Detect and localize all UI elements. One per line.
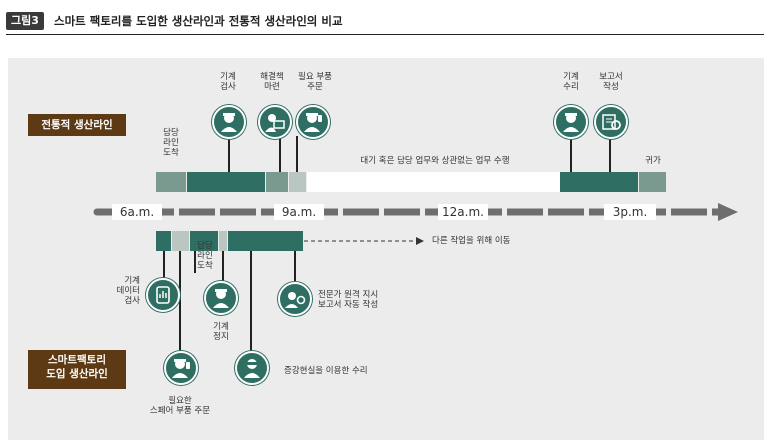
move-arrow bbox=[304, 237, 424, 245]
label-idle: 대기 혹은 담당 업무와 상관없는 업무 수행 bbox=[360, 156, 510, 166]
traditional-badge: 전통적 생산라인 bbox=[28, 114, 126, 136]
figure-header: 그림3 스마트 팩토리를 도입한 생산라인과 전통적 생산라인의 비교 bbox=[6, 10, 764, 35]
smart-gap-segment bbox=[172, 231, 189, 251]
worker-stop-icon bbox=[204, 281, 238, 315]
connector-stop bbox=[222, 251, 224, 281]
smart-badge-line1: 스마트팩토리 bbox=[48, 354, 106, 366]
label-report: 보고서 작성 bbox=[599, 72, 623, 92]
smart-stop-segment bbox=[219, 231, 227, 251]
label-repair: 기계 수리 bbox=[563, 72, 579, 92]
remote-expert-icon bbox=[278, 282, 312, 316]
smart-badge: 스마트팩토리 도입 생산라인 bbox=[28, 350, 126, 389]
worker-inspect-icon bbox=[212, 105, 246, 139]
time-6am: 6a.m. bbox=[112, 204, 162, 220]
worker-phone-icon bbox=[164, 351, 198, 385]
label-order-smart: 필요한 스페어 부품 주문 bbox=[149, 396, 211, 416]
worker-repair-icon bbox=[554, 105, 588, 139]
smart-arrive-segment bbox=[190, 231, 218, 251]
trad-work-segment bbox=[187, 172, 265, 192]
trad-solution-segment bbox=[266, 172, 288, 192]
time-3pm: 3p.m. bbox=[604, 204, 656, 220]
time-9am: 9a.m. bbox=[274, 204, 324, 220]
connector-solution bbox=[279, 136, 281, 172]
connector-inspect bbox=[228, 136, 230, 172]
label-arrive-traditional: 담당 라인 도착 bbox=[163, 128, 179, 158]
label-data-check: 기계 데이터 검사 bbox=[116, 276, 140, 306]
label-order: 필요 부품 주문 bbox=[298, 72, 332, 92]
smart-data-segment bbox=[156, 231, 171, 251]
worker-laptop-icon bbox=[258, 105, 292, 139]
figure-title: 스마트 팩토리를 도입한 생산라인과 전통적 생산라인의 비교 bbox=[54, 14, 343, 28]
traditional-badge-text: 전통적 생산라인 bbox=[41, 119, 113, 131]
label-move: 다른 작업을 위해 이동 bbox=[432, 236, 511, 246]
connector-data-check bbox=[163, 251, 165, 281]
trad-arrive-segment bbox=[156, 172, 186, 192]
smart-badge-line2: 도입 생산라인 bbox=[46, 368, 108, 380]
connector-arrive-smart bbox=[194, 251, 196, 273]
connector-order-smart bbox=[179, 251, 181, 351]
figure-label: 그림3 bbox=[6, 12, 44, 30]
label-stop: 기계 정지 bbox=[213, 322, 229, 342]
connector-ar-repair bbox=[250, 251, 252, 351]
connector-order bbox=[296, 136, 298, 172]
label-arrive-smart: 담당 라인 도착 bbox=[197, 241, 213, 271]
label-solution: 해결책 마련 bbox=[260, 72, 284, 92]
trad-order-segment bbox=[289, 172, 306, 192]
report-gear-icon bbox=[594, 105, 628, 139]
connector-repair bbox=[570, 136, 572, 172]
label-ar-repair: 증강현실을 이용한 수리 bbox=[284, 366, 368, 376]
tablet-data-icon bbox=[146, 278, 180, 312]
label-remote: 전문가 원격 지시 보고서 자동 작성 bbox=[318, 290, 379, 310]
trad-repair-segment bbox=[560, 172, 638, 192]
trad-idle-segment bbox=[307, 172, 560, 192]
diagram-panel bbox=[8, 58, 764, 440]
connector-remote bbox=[294, 251, 296, 281]
label-return: 귀가 bbox=[645, 156, 661, 166]
time-12am: 12a.m. bbox=[438, 204, 488, 220]
smart-repair-segment bbox=[228, 231, 303, 251]
connector-report bbox=[609, 136, 611, 172]
ar-repair-icon bbox=[235, 351, 269, 385]
label-inspect: 기계 검사 bbox=[220, 72, 236, 92]
trad-return-segment bbox=[639, 172, 666, 192]
worker-order-icon bbox=[296, 105, 330, 139]
